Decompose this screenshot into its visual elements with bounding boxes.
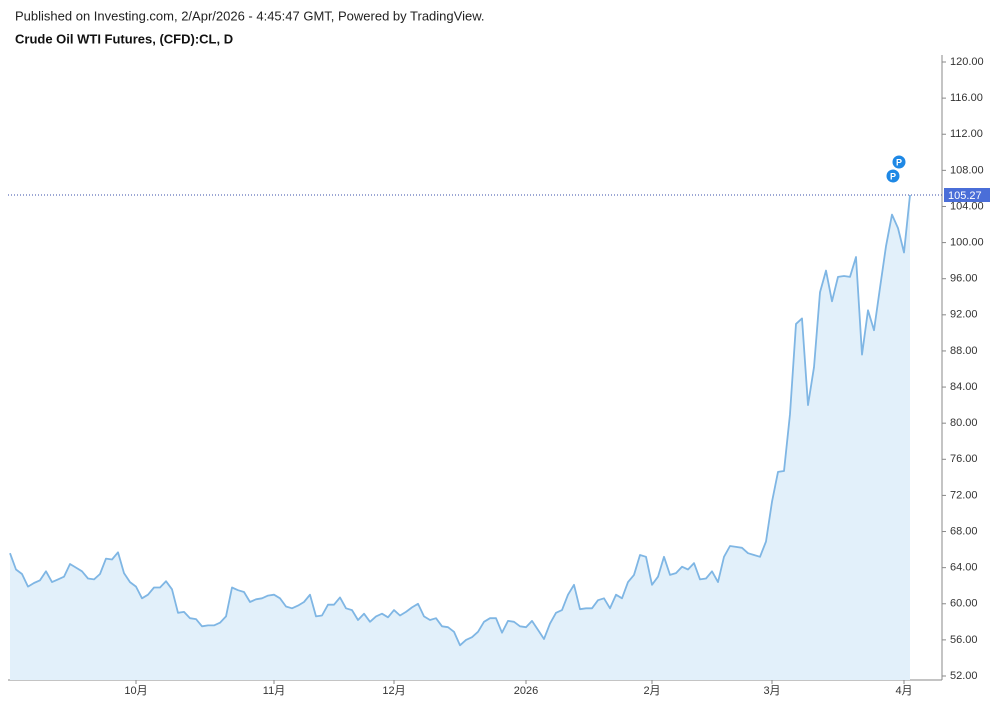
instrument-title: Crude Oil WTI Futures, (CFD):CL, D (15, 31, 233, 46)
y-tick-label: 96.00 (950, 273, 978, 285)
y-tick-label: 80.00 (950, 417, 978, 429)
x-tick-label: 2月 (643, 685, 660, 697)
event-marker-label: P (896, 157, 902, 167)
y-tick-label: 108.00 (950, 164, 984, 176)
y-tick-label: 68.00 (950, 525, 978, 537)
x-tick-label: 12月 (382, 685, 405, 697)
event-marker-label: P (890, 171, 896, 181)
x-tick-label: 3月 (763, 685, 780, 697)
y-tick-label: 116.00 (950, 92, 983, 104)
y-tick-label: 72.00 (950, 489, 978, 501)
y-tick-label: 52.00 (950, 670, 978, 682)
y-tick-label: 92.00 (950, 309, 978, 321)
y-tick-label: 64.00 (950, 562, 978, 574)
price-line (9, 194, 911, 647)
y-tick-label: 88.00 (950, 345, 978, 357)
y-tick-label: 56.00 (950, 634, 978, 646)
event-marker (891, 154, 907, 170)
last-price-box (944, 188, 990, 203)
x-tick-label: 2026 (514, 685, 538, 697)
x-tick-label: 10月 (124, 685, 147, 697)
y-tick-label: 104.00 (950, 200, 984, 212)
publish-info: Published on Investing.com, 2/Apr/2026 -… (15, 8, 484, 23)
last-price-label: 105.27 (948, 190, 982, 202)
x-tick-label: 11月 (263, 685, 285, 697)
y-tick-label: 60.00 (950, 598, 978, 610)
y-tick-label: 100.00 (950, 236, 984, 248)
x-tick-label: 4月 (895, 685, 912, 697)
area-fill (10, 195, 910, 680)
y-tick-label: 112.00 (950, 128, 983, 140)
y-tick-label: 120.00 (950, 56, 984, 68)
event-marker (885, 168, 901, 184)
y-tick-label: 84.00 (950, 381, 978, 393)
y-tick-label: 76.00 (950, 453, 978, 465)
